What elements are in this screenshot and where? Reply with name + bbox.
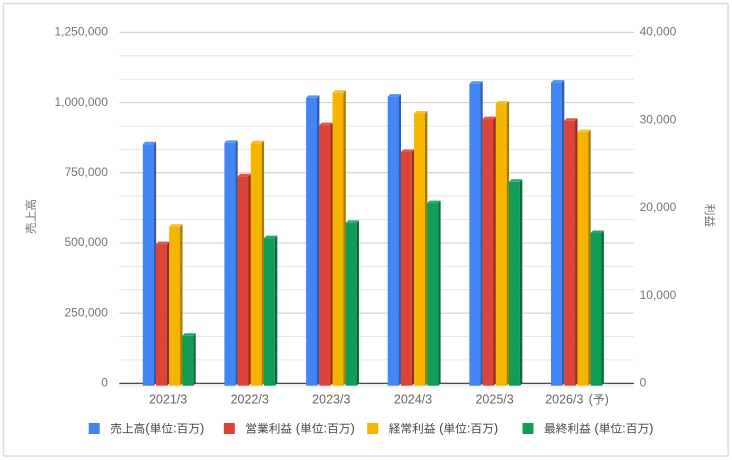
svg-text:): ) (649, 421, 653, 436)
svg-text:10,000: 10,000 (640, 288, 677, 302)
svg-text:40,000: 40,000 (640, 25, 677, 39)
svg-text:2025/3: 2025/3 (475, 393, 513, 407)
svg-text:): ) (605, 393, 609, 407)
svg-text:2026/3: 2026/3 (545, 393, 583, 407)
svg-text:250,000: 250,000 (65, 305, 109, 319)
svg-text::: : (323, 421, 327, 436)
svg-text:500,000: 500,000 (65, 235, 109, 249)
svg-text:(: ( (296, 421, 301, 436)
svg-text:1,250,000: 1,250,000 (55, 25, 109, 39)
svg-text:0: 0 (640, 376, 647, 390)
svg-text:): ) (350, 421, 354, 436)
svg-text:): ) (494, 421, 498, 436)
svg-text:2021/3: 2021/3 (149, 393, 187, 407)
svg-text::: : (467, 421, 471, 436)
svg-text:0: 0 (101, 376, 108, 390)
svg-text:20,000: 20,000 (640, 200, 677, 214)
svg-text:1,000,000: 1,000,000 (55, 95, 109, 109)
svg-text:(: ( (439, 421, 444, 436)
svg-text::: : (622, 421, 626, 436)
svg-text:): ) (200, 421, 204, 436)
svg-text:30,000: 30,000 (640, 112, 677, 126)
svg-text:(: ( (145, 421, 150, 436)
svg-text::: : (173, 421, 177, 436)
svg-text:750,000: 750,000 (65, 165, 109, 179)
svg-text:(: ( (589, 393, 594, 407)
svg-text:(: ( (594, 421, 599, 436)
svg-text:2024/3: 2024/3 (394, 393, 432, 407)
svg-text:2023/3: 2023/3 (312, 393, 350, 407)
svg-text:2022/3: 2022/3 (231, 393, 269, 407)
